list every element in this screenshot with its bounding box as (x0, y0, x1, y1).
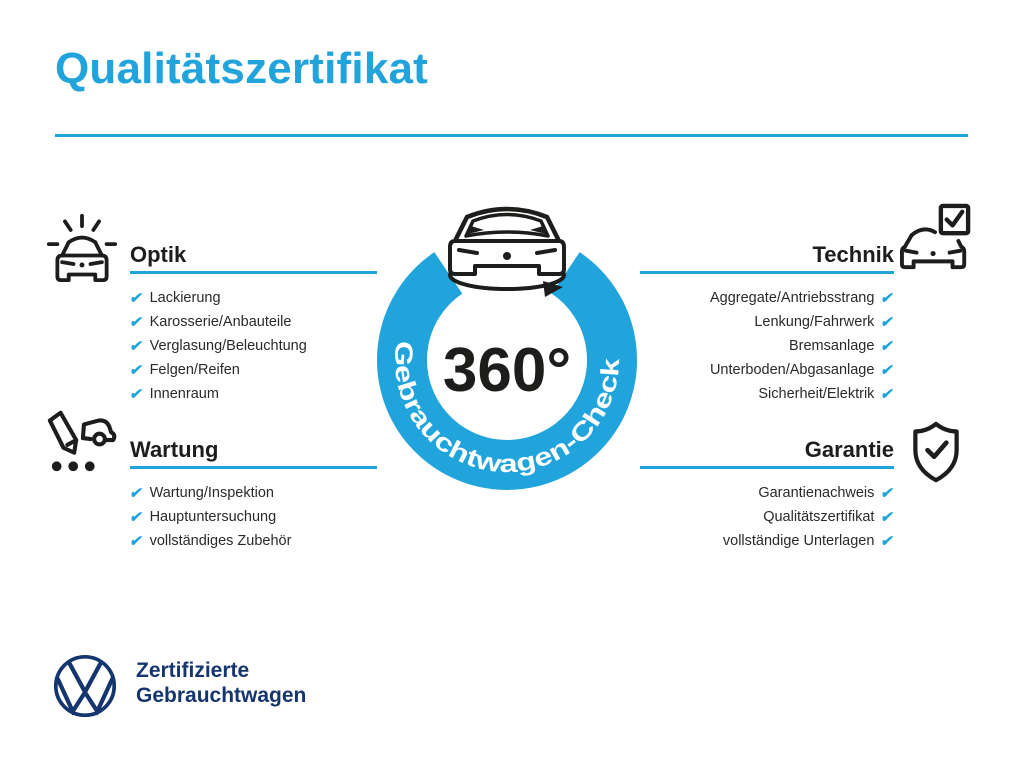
check-icon: ✔ (879, 361, 896, 379)
list-item: Aggregate/Antriebsstrang ✔ (640, 286, 896, 310)
list-item: Lenkung/Fahrwerk ✔ (640, 310, 896, 334)
list-item: ✔ Lackierung (128, 286, 377, 310)
section-wartung-title: Wartung (130, 437, 219, 462)
list-item: ✔ Innenraum (128, 382, 377, 406)
list-item-label: vollständiges Zubehör (149, 533, 292, 549)
section-optik-list: ✔ Lackierung ✔ Karosserie/Anbauteile ✔ Verg… (128, 286, 377, 406)
check-icon: ✔ (128, 508, 145, 526)
shiny-car-icon (46, 206, 118, 288)
shield-check-icon (906, 419, 966, 487)
section-optik: Optik ✔ Lackierung ✔ Karosserie/Anbauteile… (128, 242, 377, 406)
service-checklist-icon (42, 405, 120, 477)
list-item: ✔ Wartung/Inspektion (128, 481, 377, 505)
list-item-label: Sicherheit/Elektrik (758, 386, 875, 402)
check-icon: ✔ (128, 532, 145, 550)
section-garantie-title: Garantie (804, 437, 894, 462)
vw-logo-icon (52, 653, 118, 724)
list-item: ✔ Verglasung/Beleuchtung (128, 334, 377, 358)
section-optik-divider (130, 271, 377, 274)
section-wartung-list: ✔ Wartung/Inspektion ✔ Hauptuntersuchung ✔… (128, 481, 377, 553)
list-item-label: Lenkung/Fahrwerk (754, 314, 875, 330)
list-item: Qualitätszertifikat ✔ (640, 505, 896, 529)
list-item: ✔ Hauptuntersuchung (128, 505, 377, 529)
check-icon: ✔ (879, 289, 896, 307)
check-icon: ✔ (879, 385, 896, 403)
section-garantie: Garantie Garantienachweis ✔ Qualitätszert… (640, 437, 896, 553)
list-item-label: vollständige Unterlagen (722, 533, 875, 549)
check-icon: ✔ (879, 484, 896, 502)
section-wartung-divider (130, 466, 377, 469)
check-icon: ✔ (879, 532, 896, 550)
check-icon: ✔ (128, 484, 145, 502)
section-technik-divider (640, 271, 894, 274)
footer-brand-line1: Zertifizierte (136, 659, 250, 682)
section-garantie-divider (640, 466, 894, 469)
check-icon: ✔ (128, 385, 145, 403)
list-item: Bremsanlage ✔ (640, 334, 896, 358)
list-item-label: Unterboden/Abgasanlage (709, 362, 875, 378)
list-item: vollständige Unterlagen ✔ (640, 529, 896, 553)
check-icon: ✔ (879, 508, 896, 526)
check-icon: ✔ (879, 337, 896, 355)
list-item-label: Aggregate/Antriebsstrang (709, 290, 875, 306)
check-icon: ✔ (128, 361, 145, 379)
360-check-badge: Gebrauchtwagen-Check 360° (357, 185, 657, 515)
rotating-car-icon (448, 206, 566, 297)
footer-brand-line2: Gebrauchtwagen (136, 684, 307, 707)
list-item-label: Qualitätszertifikat (763, 509, 875, 525)
section-technik-title: Technik (812, 242, 894, 267)
list-item: ✔ Felgen/Reifen (128, 358, 377, 382)
degree-label: 360° (443, 336, 571, 405)
footer-brand-text: Zertifizierte Gebrauchtwagen (136, 658, 306, 708)
list-item-label: Innenraum (149, 386, 219, 402)
list-item-label: Garantienachweis (758, 485, 875, 501)
list-item-label: Bremsanlage (788, 338, 875, 354)
list-item: ✔ Karosserie/Anbauteile (128, 310, 377, 334)
list-item: Unterboden/Abgasanlage ✔ (640, 358, 896, 382)
car-checkbox-icon (900, 202, 972, 276)
section-garantie-list: Garantienachweis ✔ Qualitätszertifikat ✔ v… (640, 481, 896, 553)
list-item-label: Hauptuntersuchung (149, 509, 277, 525)
section-optik-title: Optik (130, 242, 187, 267)
list-item-label: Wartung/Inspektion (149, 485, 274, 501)
check-icon: ✔ (879, 313, 896, 331)
section-wartung: Wartung ✔ Wartung/Inspektion ✔ Hauptunters… (128, 437, 377, 553)
section-technik-list: Aggregate/Antriebsstrang ✔ Lenkung/Fahrwe… (640, 286, 896, 406)
check-icon: ✔ (128, 289, 145, 307)
check-icon: ✔ (128, 313, 145, 331)
list-item-label: Verglasung/Beleuchtung (149, 338, 307, 354)
list-item: ✔ vollständiges Zubehör (128, 529, 377, 553)
list-item-label: Karosserie/Anbauteile (149, 314, 292, 330)
section-technik: Technik Aggregate/Antriebsstrang ✔ Lenkun… (640, 242, 896, 406)
list-item-label: Felgen/Reifen (149, 362, 240, 378)
list-item: Garantienachweis ✔ (640, 481, 896, 505)
list-item: Sicherheit/Elektrik ✔ (640, 382, 896, 406)
page-title: Qualitätszertifikat (55, 44, 429, 93)
check-icon: ✔ (128, 337, 145, 355)
title-divider (55, 134, 968, 137)
ring-shape (377, 252, 637, 490)
list-item-label: Lackierung (149, 290, 221, 306)
